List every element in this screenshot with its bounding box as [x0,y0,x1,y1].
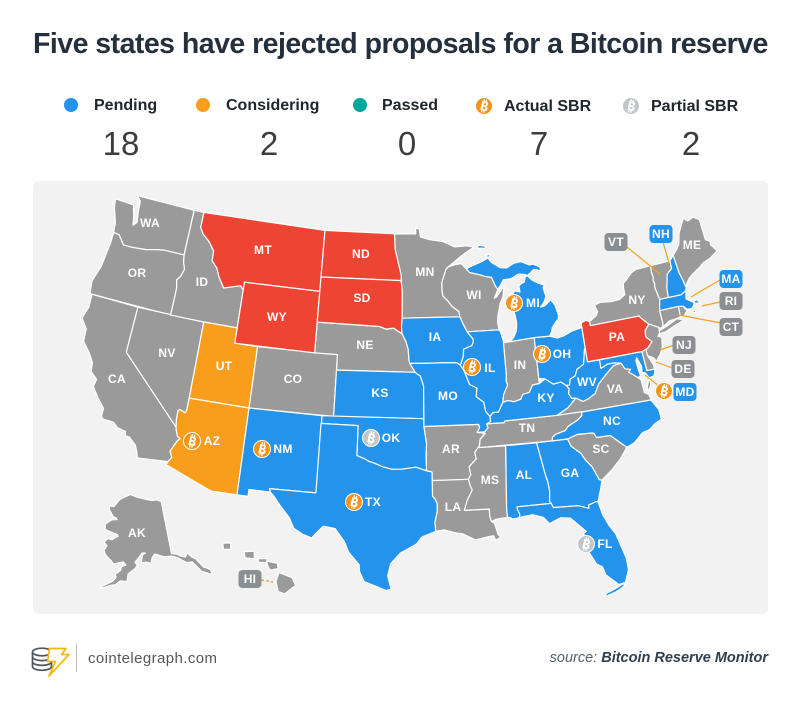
svg-text:WA: WA [140,216,160,230]
svg-text:AZ: AZ [204,434,221,448]
svg-text:NY: NY [628,293,645,307]
svg-text:ID: ID [196,275,209,289]
svg-text:FL: FL [597,537,612,551]
svg-text:MD: MD [675,385,694,399]
svg-text:HI: HI [244,572,257,586]
svg-text:DE: DE [674,362,691,376]
svg-text:MS: MS [481,473,500,487]
svg-text:TN: TN [519,421,536,435]
svg-text:MN: MN [415,265,434,279]
svg-text:OH: OH [553,347,572,361]
svg-text:AK: AK [128,526,146,540]
svg-text:TX: TX [365,495,381,509]
svg-text:IN: IN [514,358,527,372]
svg-text:MO: MO [438,389,458,403]
svg-text:AR: AR [442,442,460,456]
svg-text:RI: RI [725,294,738,308]
svg-text:AL: AL [516,468,533,482]
svg-text:NJ: NJ [676,338,692,352]
svg-text:NV: NV [158,346,175,360]
svg-text:ME: ME [683,238,702,252]
svg-text:WY: WY [267,310,287,324]
svg-text:VT: VT [608,235,624,249]
svg-text:CT: CT [723,320,740,334]
svg-text:WI: WI [466,288,481,302]
svg-text:SD: SD [353,291,370,305]
svg-text:VA: VA [607,382,623,396]
svg-text:NH: NH [652,227,670,241]
svg-text:LA: LA [445,500,462,514]
svg-text:MA: MA [721,272,740,286]
svg-text:KY: KY [537,391,554,405]
svg-text:SC: SC [592,442,609,456]
svg-text:PA: PA [609,330,625,344]
svg-text:ND: ND [352,247,370,261]
svg-text:MI: MI [526,296,540,310]
svg-text:KS: KS [371,386,388,400]
svg-text:IA: IA [429,330,442,344]
svg-text:IL: IL [484,361,495,375]
svg-text:OR: OR [128,266,147,280]
svg-text:MT: MT [254,243,272,257]
svg-text:OK: OK [382,431,401,445]
svg-text:CO: CO [284,372,303,386]
svg-text:GA: GA [561,466,580,480]
svg-text:NM: NM [273,442,292,456]
svg-text:WV: WV [577,375,597,389]
svg-text:UT: UT [216,359,233,373]
svg-text:NC: NC [603,414,621,428]
svg-text:NE: NE [356,338,373,352]
svg-text:CA: CA [108,372,126,386]
